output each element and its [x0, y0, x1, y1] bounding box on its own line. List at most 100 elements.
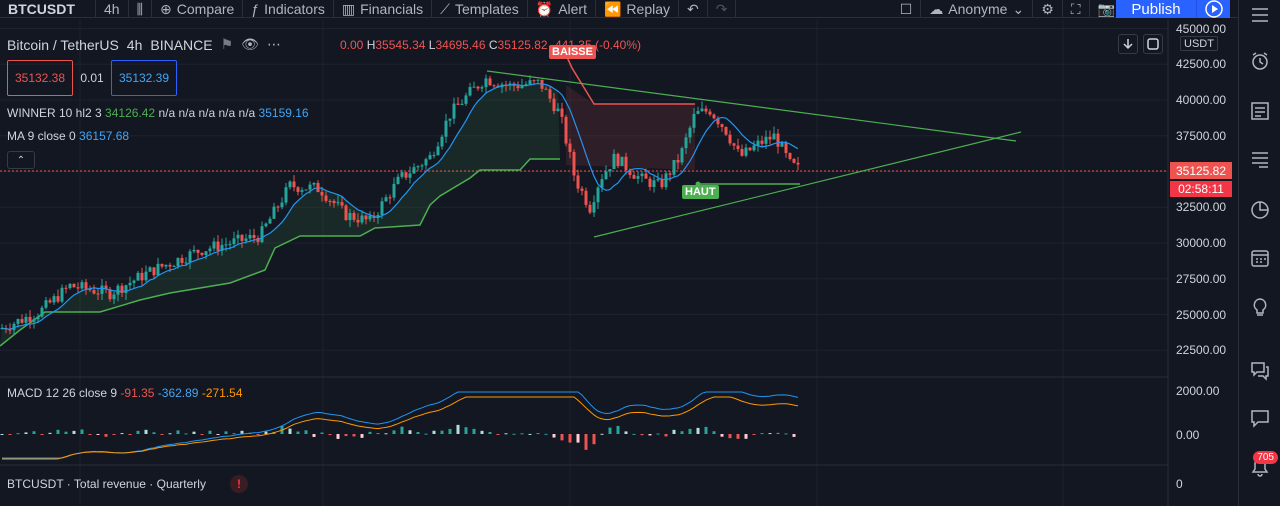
chats-button[interactable] [1239, 355, 1280, 385]
alert-button[interactable]: ⏰ Alert [528, 0, 596, 17]
winner-na-values: n/a n/a n/a n/a n/a [158, 106, 256, 120]
macd-hist-bar [184, 433, 188, 435]
candle-body [416, 166, 420, 168]
macd-hist-bar [40, 434, 44, 435]
alerts-button[interactable] [1239, 46, 1280, 76]
indicators-button[interactable]: ƒ Indicators [243, 0, 334, 17]
fullscreen-button[interactable]: ⛶ [1063, 0, 1090, 17]
candle-body [412, 167, 416, 174]
settings-button[interactable]: ⚙ [1033, 0, 1063, 17]
news-button[interactable] [1239, 144, 1280, 174]
compare-button[interactable]: ⊕ Compare [152, 0, 244, 17]
candle-body [652, 180, 656, 187]
financials-button[interactable]: ▥ Financials [334, 0, 433, 17]
interval-button[interactable]: 4h [96, 0, 129, 17]
macd-hist-bar [48, 432, 52, 434]
templates-icon: ⟋ [440, 0, 450, 17]
collapse-legend-button[interactable]: ⌃ [7, 151, 35, 169]
candle-body [736, 145, 740, 150]
sell-button[interactable]: 35132.38 [7, 60, 73, 96]
macd-axis-top: 2000.00 [1176, 384, 1220, 398]
ideas-button[interactable] [1239, 292, 1280, 322]
ma-indicator-legend[interactable]: MA 9 close 0 36157.68 [7, 129, 129, 143]
watchlist-button[interactable] [1239, 0, 1280, 30]
templates-button[interactable]: ⟋ Templates [432, 0, 528, 17]
sell-price: 35132.38 [14, 71, 66, 85]
candle-body [160, 263, 164, 267]
macd-hist-bar [408, 430, 412, 434]
macd-hist-bar [160, 434, 164, 435]
calendar-button[interactable] [1239, 243, 1280, 273]
pie-button[interactable] [1239, 195, 1280, 225]
candle-body [788, 153, 792, 159]
macd-name: MACD 12 26 close 9 [7, 386, 118, 400]
candle-body [436, 146, 440, 156]
data-window-button[interactable] [1239, 96, 1280, 126]
candle-body [628, 170, 632, 175]
candle-body [172, 265, 176, 267]
play-circle-icon [1204, 0, 1223, 18]
candle-body [348, 212, 352, 221]
undo-button[interactable]: ↶ [679, 0, 708, 17]
candle-body [476, 86, 480, 89]
candle-body [84, 282, 88, 289]
download-button[interactable] [1118, 34, 1138, 54]
candle-body [300, 190, 304, 192]
more-icon[interactable]: ⋯ [266, 36, 281, 52]
price-axis-label: 32500.00 [1176, 200, 1227, 215]
candle-body [708, 111, 712, 115]
candle-body [224, 244, 228, 246]
candle-body [404, 172, 408, 178]
macd-hist-bar [296, 431, 300, 434]
macd-legend[interactable]: MACD 12 26 close 9 -91.35 -362.89 -271.5… [7, 386, 243, 400]
candle-body [312, 182, 316, 185]
winner-indicator-legend[interactable]: WINNER 10 hl2 3 34126.42 n/a n/a n/a n/a… [7, 106, 309, 120]
maximize-pane-button[interactable] [1143, 34, 1163, 54]
candle-body [240, 234, 244, 241]
currency-button[interactable]: USDT [1180, 36, 1218, 51]
macd-hist-bar [336, 434, 340, 439]
candle-body [780, 142, 784, 147]
error-icon[interactable]: ! [230, 475, 248, 493]
sell-cloud-fill [566, 85, 695, 170]
eye-icon[interactable]: 👁 [241, 36, 259, 52]
layout-name-button[interactable]: ☁ Anonyme ⌄ [921, 0, 1034, 17]
candle-body [720, 124, 724, 127]
buy-button[interactable]: 35132.39 [111, 60, 177, 96]
candle-body [108, 289, 112, 300]
macd-hist-bar [640, 434, 644, 436]
candle-body [320, 192, 324, 196]
macd-hist-bar [0, 434, 4, 435]
publish-button[interactable]: Publish [1116, 0, 1196, 18]
macd-signal-value: -362.89 [157, 386, 199, 400]
layout-toggle-button[interactable]: ☐ [892, 0, 922, 17]
candle-body [664, 173, 668, 188]
revenue-label: BTCUSDT · Total revenue · Quarterly [7, 477, 206, 491]
messages-button[interactable] [1239, 403, 1280, 433]
current-price-label: 35125.82 [1170, 162, 1232, 179]
candle-body [768, 136, 772, 140]
macd-hist-bar [456, 424, 460, 434]
candlesticks [0, 74, 800, 336]
symbol-search[interactable]: BTCUSDT [0, 0, 96, 17]
candle-body [260, 226, 264, 243]
macd-hist-bar [608, 427, 612, 434]
triangle-upper-line [486, 70, 1017, 142]
triangle-pattern [486, 70, 1022, 238]
flag-icon[interactable]: ⚑ [220, 36, 234, 52]
publish-video-button[interactable] [1196, 0, 1230, 18]
chevron-up-icon: ⌃ [16, 154, 26, 166]
candle-body [296, 187, 300, 192]
candle-body [612, 153, 616, 170]
candle-body [32, 319, 36, 322]
chart-canvas[interactable] [0, 0, 1238, 506]
replay-button[interactable]: ⏪ Replay [596, 0, 680, 17]
redo-button[interactable]: ↷ [708, 0, 737, 17]
replay-label: Replay [626, 0, 671, 17]
chart-type-button[interactable]: ⫼ [129, 0, 153, 17]
candle-body [468, 87, 472, 96]
revenue-indicator-legend[interactable]: BTCUSDT · Total revenue · Quarterly [7, 477, 206, 491]
legend-exchange: BINANCE [150, 36, 213, 53]
candle-body [148, 267, 152, 272]
price-axis-label: 45000.00 [1176, 21, 1227, 36]
